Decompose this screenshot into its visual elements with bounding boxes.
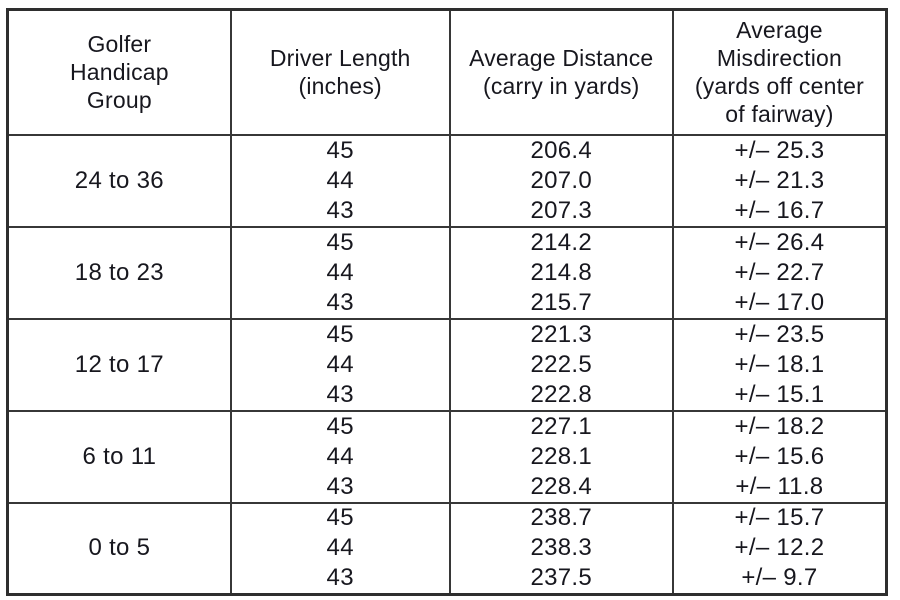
header-row: Golfer Handicap Group Driver Length (inc… (6, 8, 888, 136)
driver-length-cell: 45 44 43 (229, 133, 451, 228)
driver-length-value: 43 (326, 472, 354, 500)
driver-length-cell: 45 44 43 (229, 317, 451, 412)
average-misdirection-cell: +/– 23.5 +/– 18.1 +/– 15.1 (671, 317, 888, 412)
average-misdirection-value: +/– 15.6 (734, 442, 825, 470)
header-line: Average Distance (469, 45, 654, 72)
golf-driver-table-container: Golfer Handicap Group Driver Length (inc… (6, 8, 888, 596)
average-misdirection-cell: +/– 15.7 +/– 12.2 +/– 9.7 (671, 501, 888, 596)
header-line: Group (86, 87, 152, 114)
average-misdirection-value: +/– 26.4 (734, 228, 825, 256)
handicap-group-cell: 6 to 11 (6, 409, 232, 504)
handicap-group-cell: 24 to 36 (6, 133, 232, 228)
average-misdirection-cell: +/– 26.4 +/– 22.7 +/– 17.0 (671, 225, 888, 320)
average-distance-value: 238.3 (530, 534, 593, 562)
average-misdirection-value: +/– 23.5 (734, 320, 825, 348)
header-line: (inches) (298, 73, 382, 100)
driver-length-value: 45 (326, 228, 354, 256)
driver-length-value: 44 (326, 534, 354, 562)
average-distance-value: 222.5 (530, 350, 593, 378)
average-misdirection-value: +/– 16.7 (734, 196, 825, 224)
driver-length-cell: 45 44 43 (229, 225, 451, 320)
header-driver-length: Driver Length (inches) (229, 8, 451, 136)
driver-length-value: 45 (326, 504, 354, 532)
header-average-distance: Average Distance (carry in yards) (448, 8, 674, 136)
header-line: Handicap (69, 59, 169, 86)
average-distance-value: 228.1 (530, 442, 593, 470)
golf-driver-table: Golfer Handicap Group Driver Length (inc… (6, 8, 888, 596)
average-distance-value: 228.4 (530, 472, 593, 500)
average-distance-value: 227.1 (530, 412, 593, 440)
average-distance-value: 215.7 (530, 288, 593, 316)
handicap-group-cell: 18 to 23 (6, 225, 232, 320)
average-misdirection-value: +/– 11.8 (735, 472, 824, 500)
average-misdirection-value: +/– 9.7 (741, 564, 818, 592)
table-row-group-12-17: 12 to 17 45 44 43 221.3 222.5 222.8 (6, 317, 888, 412)
header-average-misdirection: Average Misdirection (yards off center o… (671, 8, 888, 136)
average-distance-cell: 214.2 214.8 215.7 (448, 225, 674, 320)
average-misdirection-value: +/– 12.2 (734, 534, 825, 562)
average-distance-value: 222.8 (530, 380, 593, 408)
table-row-group-18-23: 18 to 23 45 44 43 214.2 214.8 215.7 (6, 225, 888, 320)
header-line: Golfer (87, 31, 152, 58)
driver-length-cell: 45 44 43 (229, 409, 451, 504)
average-misdirection-value: +/– 21.3 (734, 166, 825, 194)
driver-length-value: 43 (326, 288, 354, 316)
driver-length-value: 45 (326, 320, 354, 348)
average-distance-value: 214.2 (530, 228, 593, 256)
table-row-group-0-5: 0 to 5 45 44 43 238.7 238.3 237.5 (6, 501, 888, 596)
table-row-group-24-36: 24 to 36 45 44 43 206.4 207.0 207.3 (6, 133, 888, 228)
average-distance-value: 206.4 (530, 136, 593, 164)
handicap-group-cell: 12 to 17 (6, 317, 232, 412)
average-misdirection-cell: +/– 18.2 +/– 15.6 +/– 11.8 (671, 409, 888, 504)
header-line: (yards off center (694, 73, 865, 100)
average-distance-cell: 227.1 228.1 228.4 (448, 409, 674, 504)
average-misdirection-value: +/– 15.7 (734, 504, 825, 532)
average-distance-value: 221.3 (530, 320, 593, 348)
average-misdirection-value: +/– 18.1 (734, 350, 825, 378)
handicap-group-cell: 0 to 5 (6, 501, 232, 596)
average-misdirection-value: +/– 15.1 (734, 380, 825, 408)
driver-length-value: 45 (326, 412, 354, 440)
driver-length-value: 43 (326, 564, 354, 592)
average-distance-value: 214.8 (530, 258, 593, 286)
average-misdirection-value: +/– 25.3 (734, 136, 825, 164)
average-distance-value: 238.7 (530, 504, 593, 532)
driver-length-value: 45 (326, 136, 354, 164)
header-line: of fairway) (725, 101, 834, 128)
header-line: Driver Length (269, 45, 411, 72)
table-row-group-6-11: 6 to 11 45 44 43 227.1 228.1 228.4 (6, 409, 888, 504)
header-line: Average (736, 17, 823, 44)
driver-length-value: 44 (326, 166, 354, 194)
average-misdirection-cell: +/– 25.3 +/– 21.3 +/– 16.7 (671, 133, 888, 228)
header-line: Misdirection (716, 45, 842, 72)
driver-length-value: 44 (326, 258, 354, 286)
driver-length-value: 43 (326, 380, 354, 408)
driver-length-value: 44 (326, 442, 354, 470)
header-line: (carry in yards) (482, 73, 640, 100)
average-distance-value: 207.3 (530, 196, 593, 224)
average-misdirection-value: +/– 18.2 (734, 412, 825, 440)
average-distance-value: 207.0 (530, 166, 593, 194)
header-handicap-group: Golfer Handicap Group (6, 8, 232, 136)
average-distance-cell: 238.7 238.3 237.5 (448, 501, 674, 596)
average-misdirection-value: +/– 22.7 (734, 258, 825, 286)
driver-length-value: 44 (326, 350, 354, 378)
average-distance-cell: 206.4 207.0 207.3 (448, 133, 674, 228)
driver-length-cell: 45 44 43 (229, 501, 451, 596)
average-misdirection-value: +/– 17.0 (734, 288, 825, 316)
driver-length-value: 43 (326, 196, 354, 224)
average-distance-value: 237.5 (530, 564, 593, 592)
average-distance-cell: 221.3 222.5 222.8 (448, 317, 674, 412)
